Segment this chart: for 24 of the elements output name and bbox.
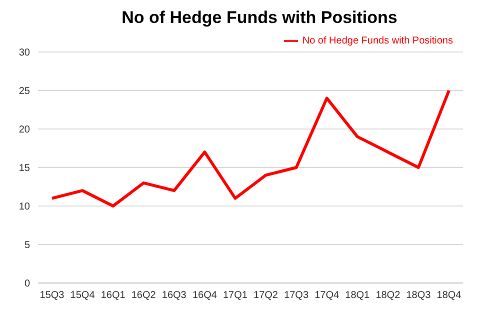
- y-tick-label: 10: [18, 202, 30, 213]
- x-tick-label: 17Q4: [314, 290, 340, 302]
- x-tick-label: 15Q3: [40, 290, 65, 302]
- x-tick-label: 15Q4: [70, 290, 96, 302]
- y-tick-label: 0: [24, 278, 30, 290]
- y-tick-label: 15: [18, 163, 30, 174]
- x-tick-label: 16Q3: [162, 290, 187, 302]
- y-tick-label: 30: [18, 48, 30, 59]
- x-tick-label: 18Q4: [436, 290, 462, 302]
- line-series: [50, 89, 450, 208]
- y-tick-label: 5: [24, 240, 30, 252]
- x-tick-label: 18Q3: [406, 290, 432, 302]
- x-tick-label: 16Q2: [131, 290, 156, 302]
- y-tick-label: 20: [18, 124, 30, 136]
- x-tick-label: 18Q2: [376, 290, 401, 302]
- x-tick-label: 17Q1: [222, 290, 248, 302]
- x-tick-label: 16Q1: [100, 290, 126, 302]
- x-tick-label: 16Q4: [192, 290, 218, 302]
- x-tick-label: 18Q1: [345, 290, 370, 302]
- y-tick-label: 25: [18, 86, 30, 98]
- legend-label: No of Hedge Funds with Positions: [302, 36, 453, 47]
- x-tick-label: 17Q2: [254, 290, 278, 302]
- x-tick-label: 17Q3: [284, 290, 309, 302]
- chart-title: No of Hedge Funds with Positions: [120, 8, 398, 29]
